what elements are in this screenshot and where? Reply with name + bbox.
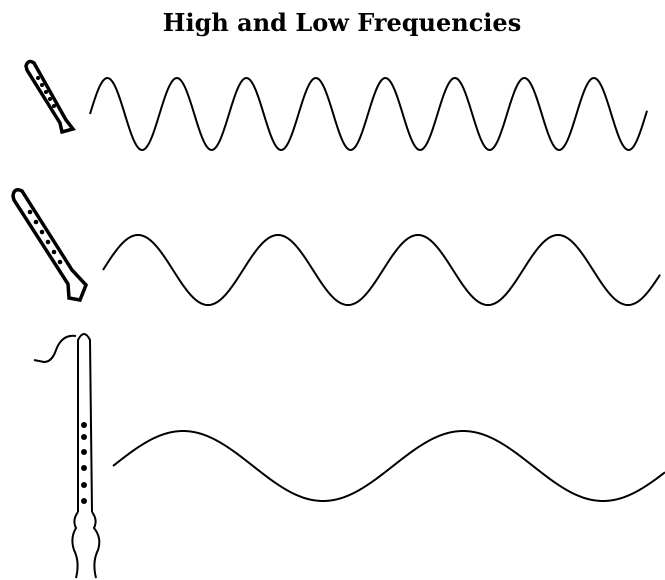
low-frequency-wave: [112, 429, 665, 503]
title: High and Low Frequencies: [163, 8, 521, 37]
small-recorder: [24, 59, 76, 135]
medium-frequency-wave: [102, 233, 661, 307]
long-flute: [33, 333, 101, 579]
high-frequency-wave: [89, 76, 648, 152]
medium-recorder: [11, 188, 89, 302]
